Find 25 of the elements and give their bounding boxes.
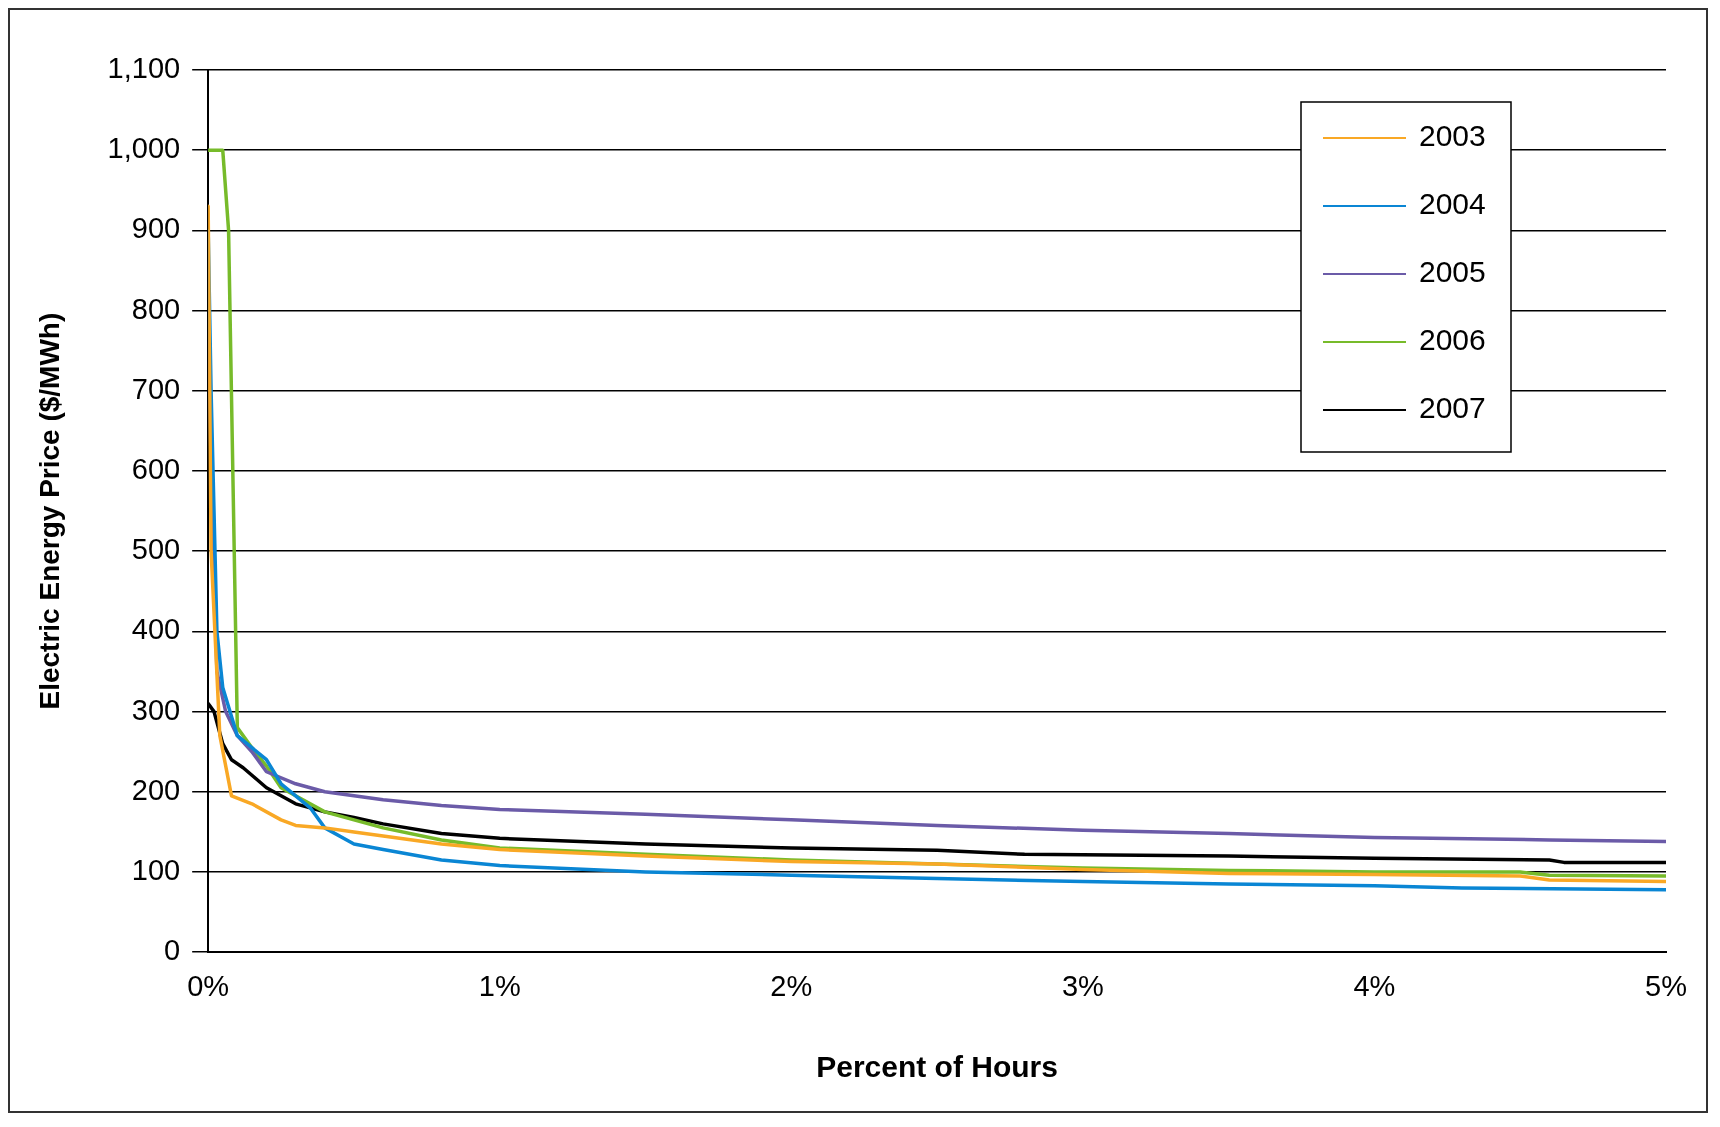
- x-tick-label: 4%: [1353, 969, 1396, 1002]
- y-tick-label: 800: [131, 292, 181, 325]
- y-tick-label: 500: [131, 533, 181, 566]
- legend-label: 2006: [1419, 323, 1486, 357]
- y-tick-label: 1,000: [107, 132, 181, 165]
- y-tick-label: 0: [164, 934, 181, 967]
- x-tick-label: 1%: [478, 969, 521, 1002]
- y-tick-label: 600: [131, 453, 181, 485]
- x-axis-title: Percent of Hours: [816, 1050, 1058, 1084]
- legend-label: 2007: [1419, 391, 1486, 425]
- y-tick-label: 400: [131, 613, 181, 646]
- y-tick-label: 200: [131, 773, 181, 806]
- x-tick-label: 5%: [1645, 969, 1687, 1002]
- y-axis-title: Electric Energy Price ($/MWh): [33, 312, 65, 710]
- legend-label: 2005: [1419, 255, 1486, 289]
- legend-label: 2003: [1419, 119, 1486, 153]
- x-tick-label: 3%: [1061, 969, 1104, 1002]
- legend-label: 2004: [1419, 187, 1486, 221]
- y-tick-label: 700: [131, 372, 181, 405]
- x-tick-label: 2%: [770, 969, 813, 1002]
- y-tick-label: 1,100: [107, 52, 181, 84]
- y-tick-label: 900: [131, 212, 181, 245]
- x-tick-label: 0%: [187, 969, 230, 1002]
- y-tick-label: 100: [131, 854, 181, 886]
- y-tick-label: 300: [131, 693, 181, 726]
